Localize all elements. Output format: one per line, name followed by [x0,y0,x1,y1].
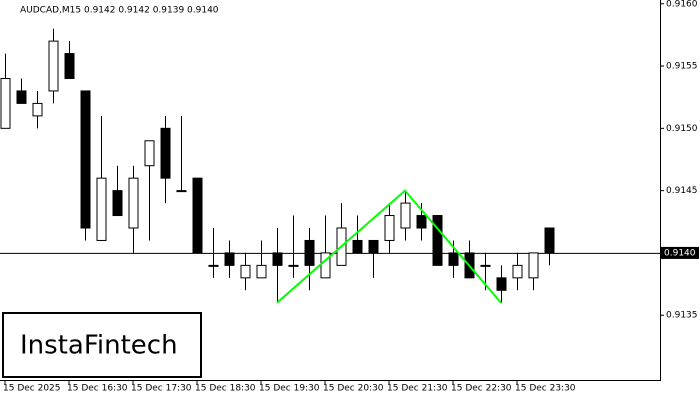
candle-body [352,239,363,254]
candle-body [224,252,235,266]
candle-body [112,190,123,217]
candle-body [128,177,139,229]
candle-body [32,102,43,117]
y-tick-label: 0.9135 [666,311,698,321]
candle-body [544,227,555,254]
candle-body [144,140,155,167]
candle-body [240,264,251,279]
candle-body [48,40,59,92]
candle-body [416,215,427,229]
candle-body [256,264,267,279]
price-label-box [661,246,699,259]
logo-box [2,312,202,378]
y-tick-label: 0.9160 [666,0,698,9]
candle-body [96,177,107,241]
candle-body [400,202,411,229]
candle-body [176,190,187,193]
candle-body [480,264,491,267]
x-tick-label: 15 Dec 23:30 [515,384,576,394]
candle-body [448,252,459,266]
candle-body [0,77,11,129]
candle-body [272,252,283,266]
x-tick-label: 15 Dec 19:30 [259,384,320,394]
candle-body [304,239,315,266]
price-label: 0.9140 [664,248,696,258]
candle-body [512,264,523,279]
x-tick-label: 15 Dec 21:30 [387,384,448,394]
x-tick-label: 15 Dec 16:30 [67,384,128,394]
y-tick-label: 0.9155 [666,62,698,72]
pattern-line [276,189,502,304]
candle-body [64,53,75,79]
y-tick-label: 0.9150 [666,124,698,134]
candle-body [160,127,171,179]
candle-body [192,177,203,254]
candle-body [16,90,27,104]
candle-body [432,215,443,266]
x-tick-label: 15 Dec 2025 [3,384,61,394]
candle-body [496,277,507,291]
candle-body [80,90,91,229]
candle-body [288,264,299,267]
y-tick-label: 0.9145 [666,186,698,196]
candle-body [528,252,539,279]
logo: InstaFintech [20,331,178,361]
x-tick-label: 15 Dec 20:30 [323,384,384,394]
candle-body [368,239,379,254]
x-tick-label: 15 Dec 18:30 [195,384,256,394]
x-tick-label: 15 Dec 17:30 [131,384,192,394]
chart-title: AUDCAD,M15 0.9142 0.9142 0.9139 0.9140 [20,6,219,16]
x-tick-label: 15 Dec 22:30 [451,384,512,394]
candle-body [384,215,395,241]
candle-body [208,264,219,267]
